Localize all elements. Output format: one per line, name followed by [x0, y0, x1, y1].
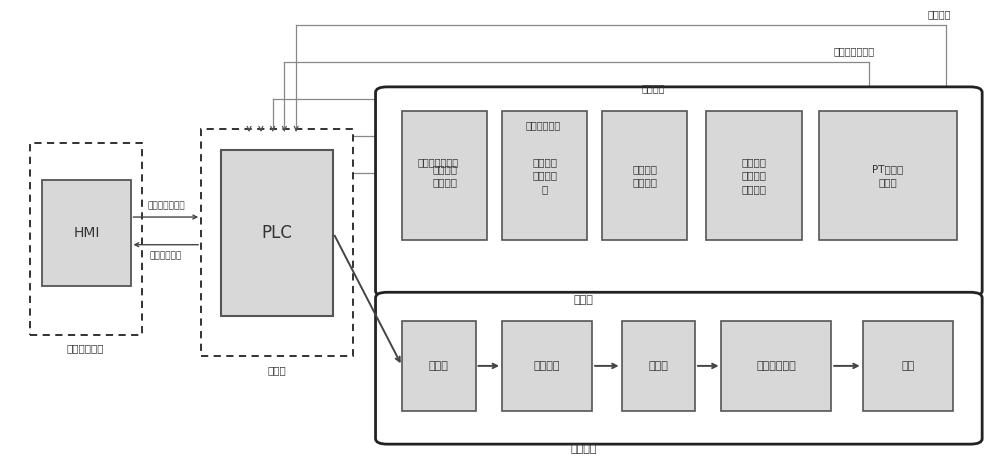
- Text: 设备状态信息: 设备状态信息: [150, 252, 182, 261]
- FancyBboxPatch shape: [602, 111, 687, 240]
- FancyBboxPatch shape: [819, 111, 957, 240]
- Text: 机组频率、功率: 机组频率、功率: [833, 47, 874, 57]
- FancyBboxPatch shape: [30, 143, 142, 335]
- Text: 转速测量
装置及功
率变送器: 转速测量 装置及功 率变送器: [741, 157, 766, 194]
- Text: 导叶开度: 导叶开度: [641, 83, 665, 93]
- FancyBboxPatch shape: [221, 150, 333, 317]
- FancyBboxPatch shape: [863, 321, 953, 411]
- FancyBboxPatch shape: [376, 87, 982, 296]
- FancyBboxPatch shape: [706, 111, 802, 240]
- Text: 控制命令、参数: 控制命令、参数: [147, 201, 185, 210]
- Text: 比例阀: 比例阀: [429, 361, 449, 371]
- Text: 控制对象: 控制对象: [570, 444, 597, 454]
- Text: 接力器位
移传感器: 接力器位 移传感器: [632, 164, 657, 187]
- Text: 接力器: 接力器: [648, 361, 668, 371]
- FancyBboxPatch shape: [721, 321, 831, 411]
- Text: 比例阀位
移传感器: 比例阀位 移传感器: [432, 164, 457, 187]
- Text: 人机交互设备: 人机交互设备: [67, 343, 104, 354]
- FancyBboxPatch shape: [402, 111, 487, 240]
- Text: 控制器: 控制器: [267, 365, 286, 375]
- FancyBboxPatch shape: [201, 130, 353, 356]
- FancyBboxPatch shape: [502, 321, 592, 411]
- FancyBboxPatch shape: [42, 180, 131, 286]
- Text: 主配压阀
位移传感
器: 主配压阀 位移传感 器: [532, 157, 557, 194]
- FancyBboxPatch shape: [402, 321, 476, 411]
- Text: PT残压测
频装置: PT残压测 频装置: [872, 164, 904, 187]
- Text: 电网频率: 电网频率: [927, 9, 951, 19]
- Text: HMI: HMI: [73, 226, 100, 240]
- Text: 主配压阀: 主配压阀: [534, 361, 560, 371]
- Text: 主配阀芯位置: 主配阀芯位置: [526, 120, 561, 130]
- Text: 水轮发电机组: 水轮发电机组: [756, 361, 796, 371]
- FancyBboxPatch shape: [376, 292, 982, 444]
- FancyBboxPatch shape: [622, 321, 695, 411]
- Text: 电网: 电网: [901, 361, 914, 371]
- Text: 传感器: 传感器: [573, 295, 593, 306]
- FancyBboxPatch shape: [502, 111, 587, 240]
- Text: PLC: PLC: [262, 224, 292, 242]
- Text: 比例阀阀芯位置: 比例阀阀芯位置: [418, 157, 459, 167]
